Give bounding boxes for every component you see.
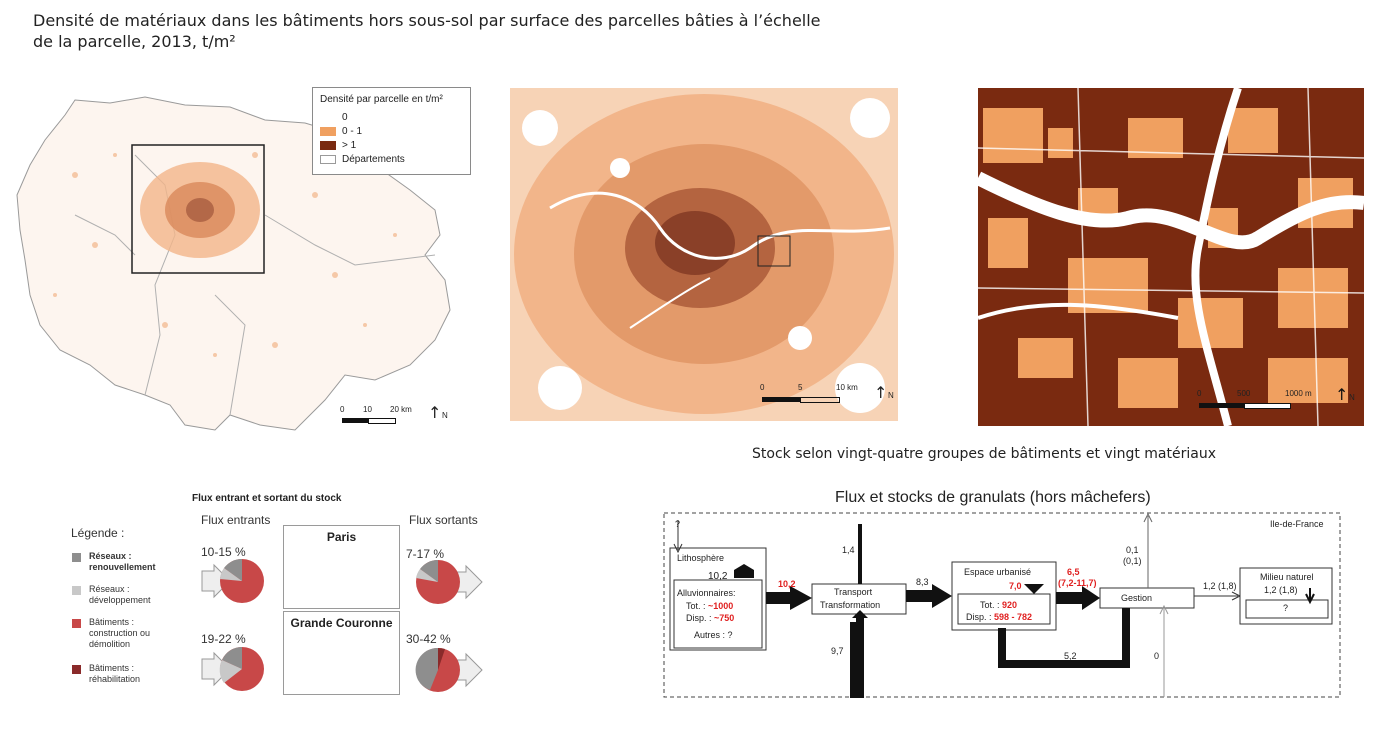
idf-frame (663, 512, 1341, 698)
parcels-low (983, 108, 1353, 408)
paris-center (186, 198, 214, 222)
swatch-bat-rehab (72, 665, 81, 674)
gc-in-pct: 19-22 % (201, 632, 246, 646)
north-arrow-icon: ↑ (1335, 385, 1349, 404)
scale-bar-3: 0 500 1000 m ↑ N (1195, 385, 1365, 419)
paris-in-pct: 10-15 % (201, 545, 246, 559)
pie-gc-out (415, 647, 483, 692)
swatch-zero (320, 112, 336, 122)
title-line-1: Densité de matériaux dans les bâtiments … (33, 11, 821, 30)
zoom-frame-1 (131, 144, 265, 274)
swatch-reseau-renouv (72, 553, 81, 562)
scale-bar-2: 0 5 10 km ↑ N (760, 383, 894, 403)
granulats-title: Flux et stocks de granulats (hors mâchef… (835, 489, 1151, 506)
legend-item-low: 0 - 1 (320, 126, 362, 137)
seine-river (549, 191, 891, 260)
sprawl-patches (514, 94, 894, 414)
swatch-reseau-dev (72, 586, 81, 595)
zoom-frame-2 (757, 235, 791, 267)
legend-item-zero: 0 (320, 112, 348, 123)
flux-legend-title: Légende : (71, 526, 125, 540)
legend-item-high: > 1 (320, 140, 356, 151)
swatch-high (320, 140, 336, 150)
gc-out-pct: 30-42 % (406, 632, 451, 646)
flux-entrants-header: Flux entrants (201, 513, 271, 527)
map-paris-svg (510, 88, 898, 421)
gran-region: Ile-de-France (1270, 519, 1324, 529)
region-gc-label: Grande Couronne (290, 616, 393, 630)
granulats-diagram (663, 512, 1341, 698)
scatter-dots (53, 152, 397, 357)
region-paris-label: Paris (326, 530, 357, 544)
map-idf-svg (16, 96, 451, 431)
region-paris-box: Paris (283, 525, 400, 609)
map-paris-region (510, 88, 898, 421)
swatch-bat-construction (72, 619, 81, 628)
swatch-low (320, 126, 336, 136)
flux-title: Flux entrant et sortant du stock (192, 493, 342, 504)
map-parcels-svg (974, 86, 1365, 427)
stock-caption: Stock selon vingt-quatre groupes de bâti… (752, 446, 1216, 462)
region-gc-box: Grande Couronne (283, 611, 400, 695)
pie-paris-out (416, 559, 483, 604)
gestion-box (1099, 587, 1195, 609)
pie-gc-in (201, 647, 264, 691)
gran-litho: Lithosphère (677, 553, 725, 563)
swatch-departement (320, 154, 336, 164)
map-ile-de-france (15, 95, 455, 440)
flux-sortants-header: Flux sortants (409, 513, 478, 527)
legend-item-departements: Départements (320, 154, 405, 165)
map-parcels-detail (974, 86, 1365, 427)
departement-borders (74, 154, 436, 416)
paris-out-pct: 7-17 % (406, 547, 445, 561)
north-arrow-icon: ↑ (428, 403, 442, 422)
scale-bar-1: 0 10 20 km ↑ N (340, 403, 448, 424)
north-arrow-icon: ↑ (874, 383, 888, 402)
map-legend: Densité par parcelle en t/m² 0 0 - 1 > 1… (312, 87, 471, 175)
title-line-2: de la parcelle, 2013, t/m² (33, 32, 236, 51)
river-channel (974, 171, 1365, 250)
map-legend-title: Densité par parcelle en t/m² (320, 94, 443, 105)
pie-paris-in (201, 558, 264, 603)
page-title: Densité de matériaux dans les bâtiments … (33, 10, 1013, 52)
